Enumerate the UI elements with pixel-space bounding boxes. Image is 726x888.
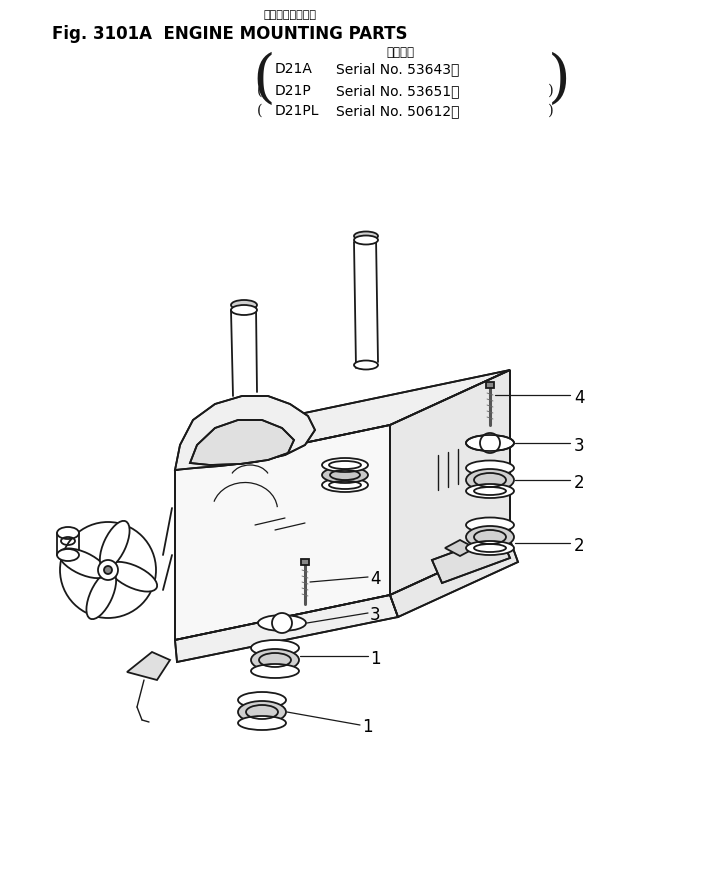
Text: Serial No. 53651～: Serial No. 53651～	[336, 84, 460, 98]
Text: Serial No. 50612～: Serial No. 50612～	[336, 104, 460, 118]
Ellipse shape	[466, 435, 514, 451]
Ellipse shape	[322, 478, 368, 492]
Ellipse shape	[57, 527, 79, 539]
Text: 3: 3	[370, 606, 380, 624]
Polygon shape	[432, 535, 510, 583]
Polygon shape	[390, 540, 518, 617]
Ellipse shape	[466, 484, 514, 498]
Text: 2: 2	[574, 537, 584, 555]
Ellipse shape	[231, 300, 257, 310]
Text: Serial No. 53643～: Serial No. 53643～	[336, 62, 460, 76]
Text: ): )	[548, 104, 554, 118]
Ellipse shape	[354, 232, 378, 241]
Text: ): )	[548, 52, 571, 108]
Ellipse shape	[109, 562, 157, 591]
Circle shape	[98, 560, 118, 580]
Text: 4: 4	[574, 389, 584, 407]
Polygon shape	[175, 425, 390, 640]
Ellipse shape	[322, 467, 368, 483]
Ellipse shape	[466, 461, 514, 475]
Ellipse shape	[322, 458, 368, 472]
Ellipse shape	[231, 305, 257, 315]
Ellipse shape	[238, 716, 286, 730]
Ellipse shape	[466, 541, 514, 555]
Polygon shape	[175, 396, 315, 470]
Polygon shape	[390, 370, 510, 595]
Circle shape	[104, 566, 112, 574]
Text: 1: 1	[362, 718, 372, 736]
Ellipse shape	[57, 549, 79, 561]
Ellipse shape	[238, 692, 286, 708]
Ellipse shape	[466, 518, 514, 533]
Polygon shape	[445, 540, 475, 556]
Ellipse shape	[466, 469, 514, 491]
Text: エンジン取付部品: エンジン取付部品	[264, 10, 317, 20]
Polygon shape	[486, 382, 494, 388]
Ellipse shape	[466, 526, 514, 548]
Ellipse shape	[354, 361, 378, 369]
Ellipse shape	[59, 549, 107, 578]
Ellipse shape	[354, 235, 378, 244]
Circle shape	[272, 613, 292, 633]
Text: 1: 1	[370, 650, 380, 668]
Polygon shape	[127, 652, 170, 680]
Ellipse shape	[86, 571, 116, 619]
Ellipse shape	[251, 649, 299, 671]
Ellipse shape	[238, 701, 286, 723]
Ellipse shape	[251, 640, 299, 656]
Text: D21P: D21P	[275, 84, 311, 98]
Text: 2: 2	[574, 474, 584, 492]
Text: (: (	[257, 104, 263, 118]
Text: (: (	[252, 52, 274, 108]
Ellipse shape	[100, 521, 129, 569]
Polygon shape	[190, 420, 294, 465]
Text: D21A: D21A	[275, 62, 313, 76]
Text: D21PL: D21PL	[275, 104, 319, 118]
Ellipse shape	[251, 664, 299, 678]
Text: 4: 4	[370, 570, 380, 588]
Circle shape	[480, 433, 500, 453]
Text: 適用号機: 適用号機	[386, 46, 414, 59]
Polygon shape	[175, 595, 398, 662]
Text: (: (	[257, 84, 263, 98]
Polygon shape	[301, 559, 309, 565]
Text: Fig. 3101A  ENGINE MOUNTING PARTS: Fig. 3101A ENGINE MOUNTING PARTS	[52, 25, 407, 43]
Text: ): )	[548, 84, 554, 98]
Text: 3: 3	[574, 437, 584, 455]
Ellipse shape	[258, 615, 306, 631]
Polygon shape	[175, 370, 510, 470]
